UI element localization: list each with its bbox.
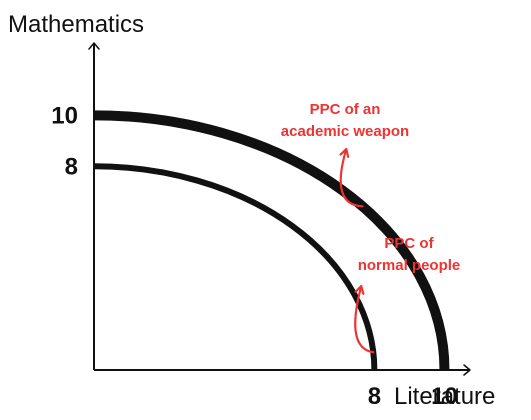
y-axis-title: Mathematics (8, 11, 144, 38)
annotation-label-1: PPC of an (310, 101, 381, 118)
x-tick-label: 8 (368, 383, 381, 410)
ppc-curve-2 (94, 166, 374, 370)
x-axis-title: Literature (394, 383, 495, 410)
y-tick-label: 8 (65, 153, 78, 180)
annotation-label-1: academic weapon (281, 123, 409, 140)
y-tick-label: 10 (51, 102, 78, 129)
annotation-label-2: PPC of (384, 235, 434, 252)
annotation-label-2: normal people (358, 257, 461, 274)
